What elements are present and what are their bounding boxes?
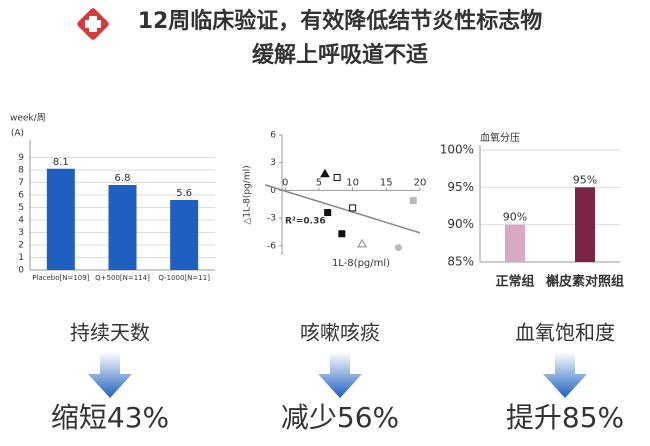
y-tick-label: 8 bbox=[18, 166, 24, 176]
y-tick-label: 4 bbox=[18, 216, 24, 226]
x-tick-label: 15 bbox=[380, 177, 393, 188]
panel-label: 持续天数 bbox=[70, 321, 150, 345]
y-tick-label: 5 bbox=[18, 203, 24, 213]
y-tick-label: 1 bbox=[18, 253, 24, 263]
y-tick-label: 85% bbox=[447, 255, 474, 269]
panel-label: 咳嗽咳痰 bbox=[300, 321, 380, 345]
panel-label: 血氧饱和度 bbox=[515, 321, 615, 345]
x-tick-label: 正常组 bbox=[495, 274, 534, 290]
y-tick-label: 6 bbox=[270, 131, 276, 141]
panel-result: 提升85% bbox=[506, 401, 624, 434]
point bbox=[409, 197, 417, 205]
y-tick-label: 0 bbox=[270, 186, 276, 196]
bar bbox=[170, 200, 199, 270]
point bbox=[324, 209, 332, 217]
value-label: 8.1 bbox=[53, 157, 69, 168]
x-tick-label: Q+500[N=114] bbox=[95, 274, 150, 282]
arrows bbox=[88, 352, 587, 398]
value-label: 90% bbox=[503, 211, 527, 224]
annotation: R²=0.36 bbox=[285, 216, 326, 226]
y-axis-label: 血氧分压 bbox=[480, 131, 520, 144]
point bbox=[333, 173, 341, 181]
x-axis-label: 1L-8(pg/ml) bbox=[332, 258, 390, 269]
y-tick-label: 7 bbox=[18, 178, 24, 188]
value-label: 95% bbox=[573, 173, 597, 186]
x-tick-label: Placebo[N=109] bbox=[32, 274, 90, 282]
y-tick-label: -3 bbox=[267, 214, 276, 224]
point bbox=[349, 204, 357, 212]
bar bbox=[46, 168, 75, 270]
bar bbox=[108, 185, 137, 270]
point bbox=[357, 238, 367, 248]
logo bbox=[77, 8, 109, 40]
y-tick-label: 2 bbox=[18, 241, 24, 251]
y-tick-label: 6 bbox=[18, 191, 24, 201]
point bbox=[320, 168, 330, 178]
title: 缓解上呼吸道不适 bbox=[252, 42, 428, 68]
y-axis-label: △1L-8(pg/ml) bbox=[243, 165, 253, 224]
x-tick-label: Q-1000[N=11] bbox=[158, 274, 210, 282]
title: 12周临床验证，有效降低结节炎性标志物 bbox=[138, 8, 543, 34]
y-tick-label: 9 bbox=[18, 153, 24, 163]
value-label: 5.6 bbox=[176, 188, 192, 199]
x-tick-label: 20 bbox=[414, 177, 427, 188]
point bbox=[338, 230, 346, 238]
panel-result: 缩短43% bbox=[51, 401, 169, 434]
point bbox=[394, 244, 402, 252]
trendline bbox=[264, 184, 421, 234]
y-tick-label: 100% bbox=[440, 143, 474, 157]
x-tick-label: 5 bbox=[316, 177, 322, 188]
x-tick-label: 槲皮素对照组 bbox=[546, 274, 624, 290]
x-tick-label: 0 bbox=[282, 177, 288, 188]
y-axis-label: week/周 bbox=[10, 113, 46, 124]
y-tick-label: 95% bbox=[447, 180, 474, 194]
bar bbox=[575, 187, 595, 262]
y-tick-label: 3 bbox=[18, 228, 24, 238]
y-tick-label: 90% bbox=[447, 217, 474, 231]
y-tick-label: -6 bbox=[267, 241, 276, 251]
corner-label: (A) bbox=[11, 129, 24, 139]
bar bbox=[505, 224, 525, 262]
x-tick-label: 10 bbox=[346, 177, 359, 188]
panel-result: 减少56% bbox=[281, 401, 399, 434]
y-tick-label: 0 bbox=[18, 266, 24, 276]
y-tick-label: 3 bbox=[270, 158, 276, 168]
value-label: 6.8 bbox=[115, 173, 131, 184]
